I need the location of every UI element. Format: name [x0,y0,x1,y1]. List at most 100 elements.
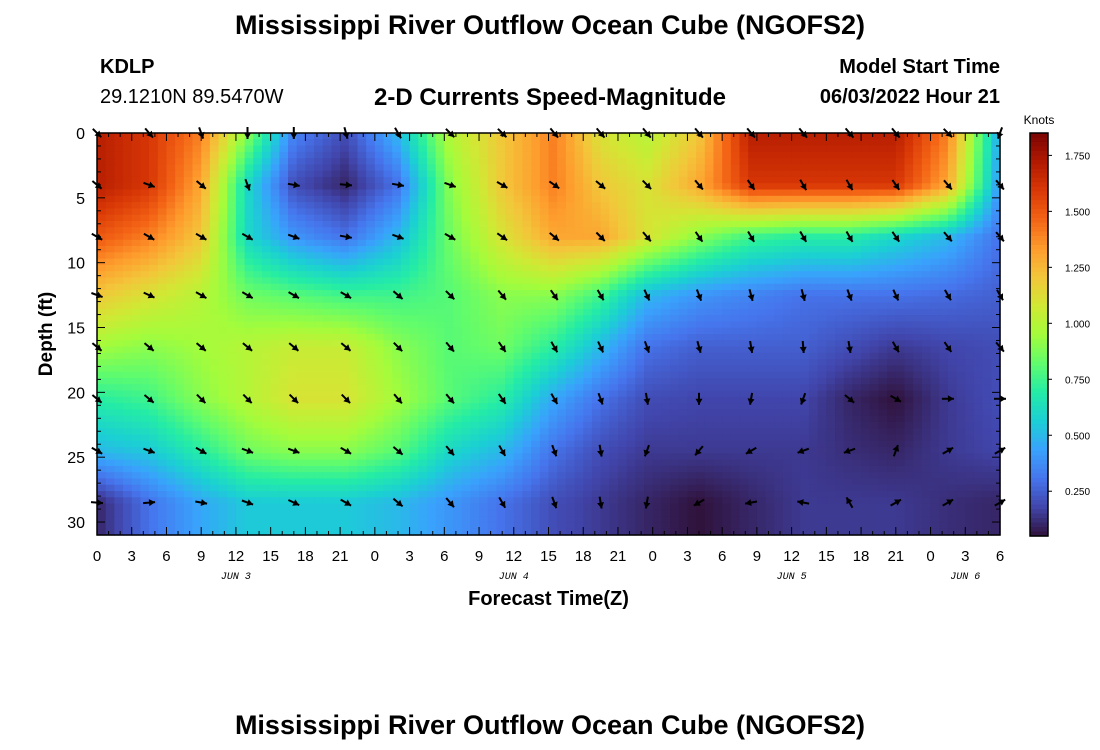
heatmap-cell [374,208,385,216]
heatmap-cell [331,396,341,404]
heatmap-cell [105,396,115,404]
heatmap-cell [496,415,506,423]
heatmap-cell [574,233,584,241]
heatmap-cell [418,403,428,410]
heatmap-cell [548,334,558,341]
heatmap-cell [366,377,376,385]
heatmap-cell [557,258,567,266]
heatmap-cell [209,170,220,178]
heatmap-cell [261,384,272,392]
heatmap-cell [123,283,133,291]
heatmap-cell [270,176,280,184]
heatmap-cell [791,346,801,354]
heatmap-cell [696,195,706,203]
heatmap-cell [887,233,897,241]
heatmap-cell [982,396,992,404]
heatmap-cell [609,220,619,228]
heatmap-cell [522,239,532,247]
heatmap-cell [904,183,914,191]
heatmap-cell [973,321,984,329]
heatmap-cell [123,384,133,392]
heatmap-cell [748,202,758,209]
heatmap-cell [835,246,845,253]
heatmap-cell [461,321,471,329]
heatmap-cell [166,233,176,241]
heatmap-cell [861,365,871,373]
heatmap-cell [539,164,550,172]
heatmap-cell [123,202,133,209]
heatmap-cell [869,195,880,203]
heatmap-cell [452,258,463,266]
heatmap-cell [123,428,133,436]
heatmap-cell [435,277,445,285]
heatmap-cell [279,214,289,222]
heatmap-cell [722,415,732,423]
heatmap-cell [261,139,272,147]
heatmap-cell [921,377,932,385]
heatmap-cell [756,246,767,253]
heatmap-cell [435,334,445,341]
heatmap-cell [374,264,385,272]
heatmap-cell [270,340,280,348]
heatmap-cell [991,396,1001,404]
heatmap-cell [617,340,628,348]
heatmap-cell [921,346,932,354]
heatmap-cell [583,220,593,228]
heatmap-cell [600,133,610,140]
heatmap-cell [713,258,723,266]
heatmap-cell [939,409,949,417]
heatmap-cell [843,308,853,316]
heatmap-cell [565,133,576,140]
heatmap-cell [461,151,471,159]
heatmap-cell [574,359,584,367]
heatmap-cell [791,208,801,216]
heatmap-cell [435,233,445,241]
heatmap-cell [479,365,489,373]
heatmap-cell [930,371,940,379]
heatmap-cell [97,396,107,404]
heatmap-cell [939,258,949,266]
heatmap-cell [235,315,246,323]
heatmap-cell [183,283,194,291]
heatmap-cell [227,290,237,297]
heatmap-cell [835,283,845,291]
heatmap-cell [661,302,671,310]
heatmap-cell [904,403,914,410]
heatmap-cell [617,214,628,222]
heatmap-cell [261,403,272,410]
heatmap-cell [305,415,315,423]
heatmap-cell [774,151,784,159]
heatmap-cell [878,396,888,404]
heatmap-cell [123,415,133,423]
heatmap-cell [531,277,541,285]
heatmap-cell [487,195,497,203]
heatmap-cell [730,158,741,166]
heatmap-cell [201,195,211,203]
heatmap-cell [261,164,272,172]
heatmap-cell [895,428,906,436]
heatmap-cell [166,334,176,341]
heatmap-cell [713,315,723,323]
heatmap-cell [314,202,324,209]
heatmap-cell [409,264,419,272]
heatmap-cell [730,239,741,247]
heatmap-cell [183,327,194,335]
heatmap-cell [105,133,115,140]
heatmap-cell [305,252,315,260]
heatmap-cell [253,365,263,373]
heatmap-cell [748,283,758,291]
heatmap-cell [591,214,602,222]
heatmap-cell [808,403,819,410]
heatmap-cell [782,133,793,140]
heatmap-cell [383,239,393,247]
heatmap-cell [400,170,411,178]
heatmap-cell [261,189,272,197]
heatmap-cell [261,208,272,216]
heatmap-cell [687,340,697,348]
heatmap-cell [487,334,497,341]
heatmap-cell [183,277,194,285]
heatmap-cell [852,271,862,279]
heatmap-cell [305,246,315,253]
heatmap-cell [652,371,662,379]
heatmap-cell [374,145,385,153]
